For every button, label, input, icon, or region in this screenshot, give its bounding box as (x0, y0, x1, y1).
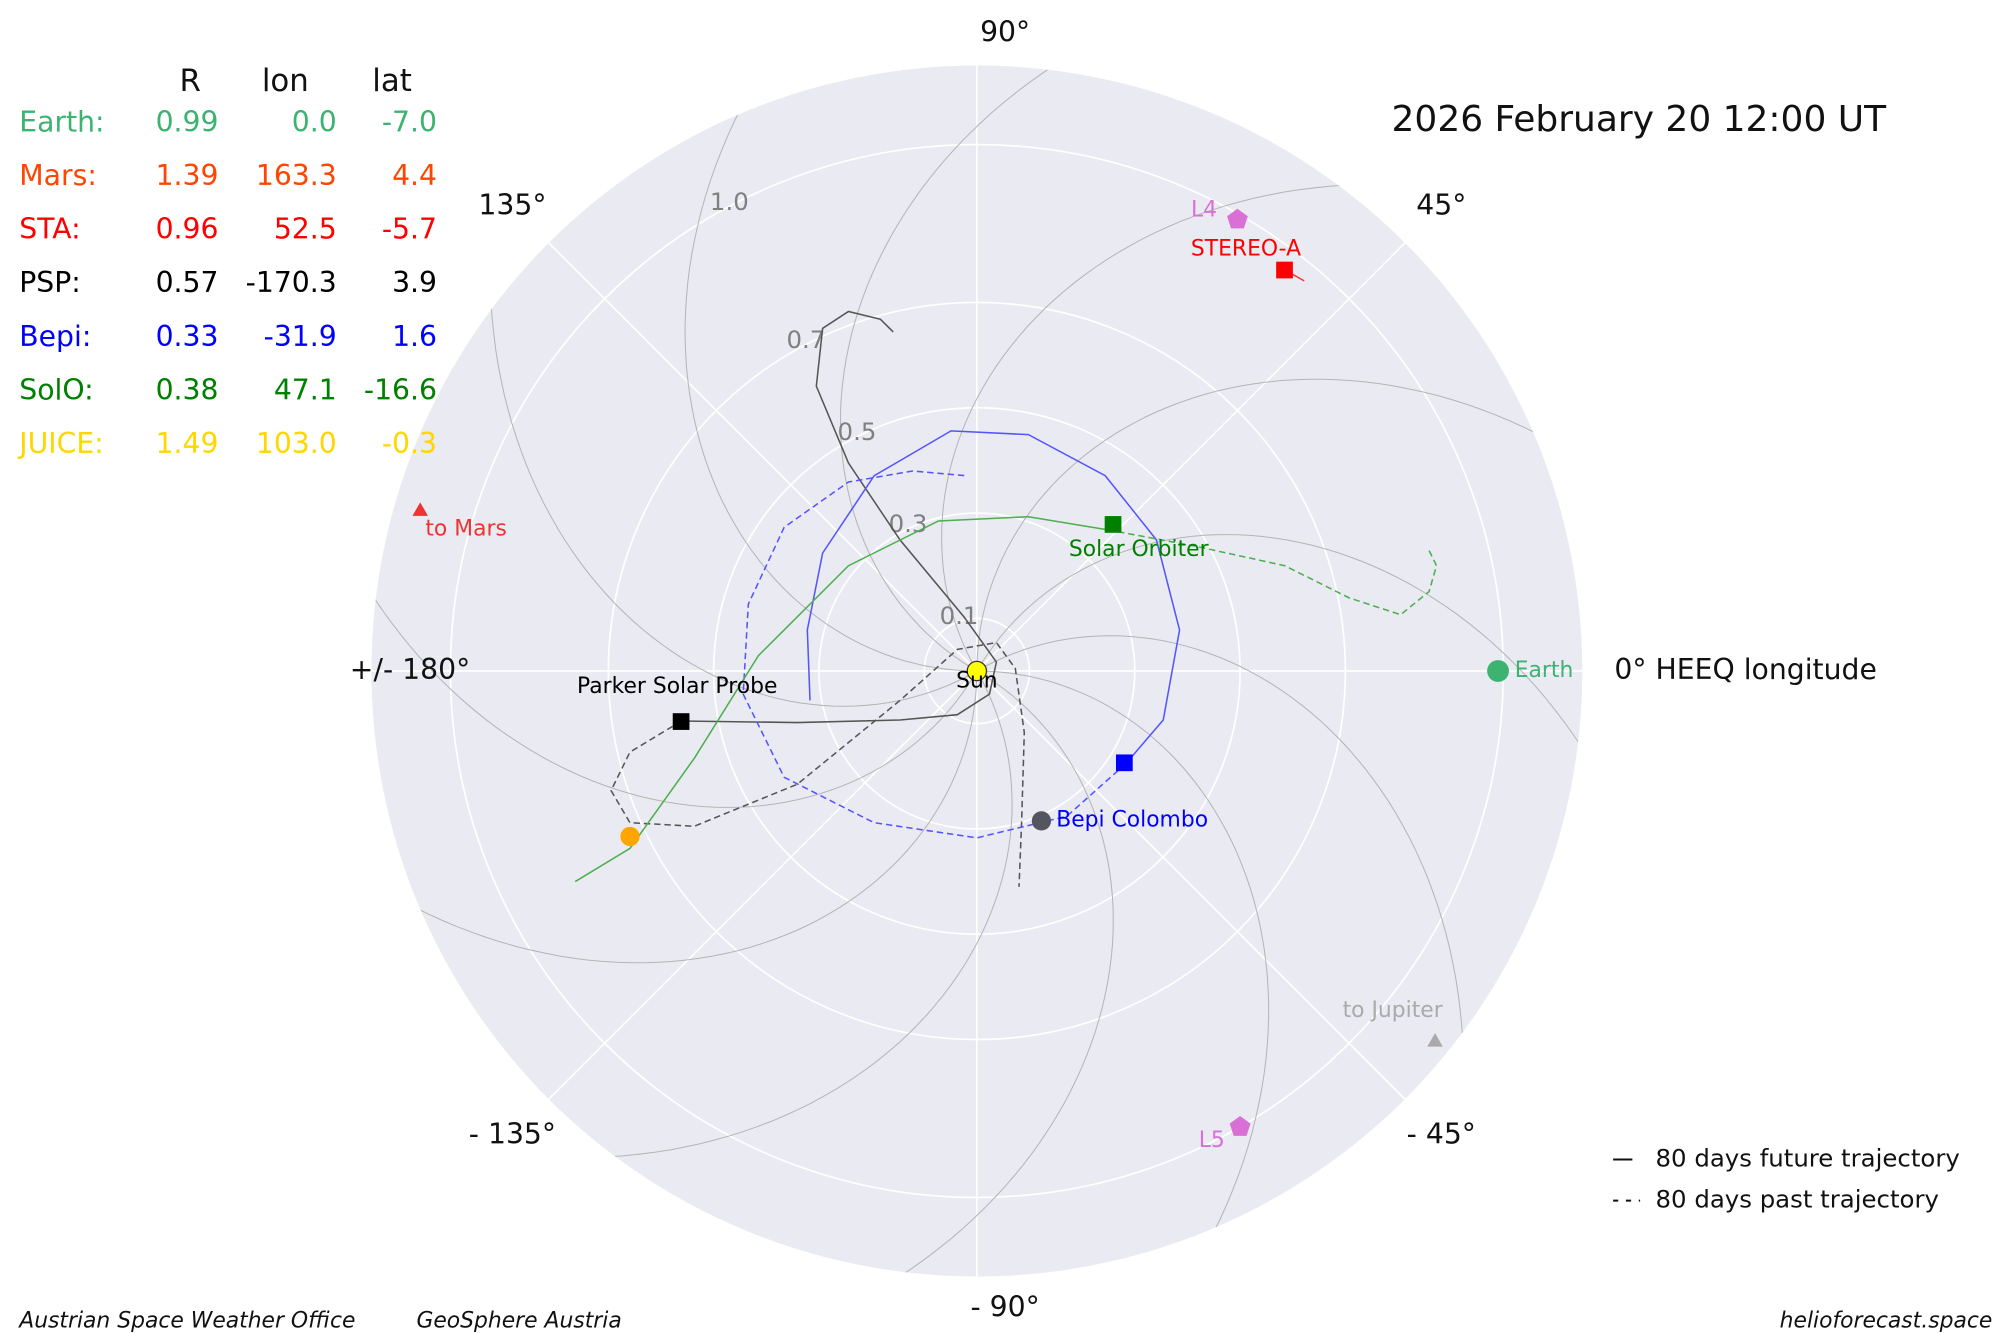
polar-plot: 0.1 0.3 0.5 0.7 1.0 0° HEEQ longitude 45° 90° 13… (350, 15, 1877, 1324)
spacecraft-marker (1276, 261, 1293, 279)
table-cell: -0.3 (382, 427, 437, 460)
table-header: lon (262, 63, 309, 99)
footer-text: Austrian Space Weather Office (17, 1308, 355, 1333)
spacecraft-marker (672, 713, 690, 730)
table-cell: -31.9 (264, 320, 337, 353)
table-cell: 1.39 (156, 159, 219, 192)
future-trajectory (574, 515, 1109, 883)
table-cell: 4.4 (392, 159, 437, 192)
parker-spiral (371, 404, 978, 808)
table-header: lat (372, 63, 412, 99)
grid-line (976, 670, 1406, 1100)
r-tick-label: 0.5 (838, 417, 877, 446)
table-cell: -16.6 (364, 373, 437, 406)
past-trajectory (610, 641, 1026, 887)
theta-tick-label: - 45° (1407, 1117, 1476, 1150)
table-cell: -7.0 (382, 105, 437, 138)
spacecraft-marker (1115, 754, 1133, 772)
grid-line (548, 670, 978, 1100)
position-marker (1227, 208, 1248, 229)
r-tick-label: 1.0 (710, 187, 749, 216)
r-tick-label: 0.7 (787, 325, 826, 354)
body-label: L4 (1191, 198, 1217, 223)
body-label: to Mars (425, 516, 506, 541)
future-trajectory (681, 310, 998, 724)
table-cell: 52.5 (274, 213, 337, 246)
table-row-name: JUICE: (17, 427, 103, 460)
theta-tick-label: - 135° (469, 1117, 556, 1150)
theta-tick-label: 45° (1416, 189, 1466, 222)
table-cell: 163.3 (256, 159, 337, 192)
body-marker (1487, 660, 1509, 682)
theta-tick-label: 90° (980, 15, 1030, 48)
grid-line (548, 242, 978, 672)
table-cell: 0.0 (292, 105, 337, 138)
theta-tick-label: 0° HEEQ longitude (1614, 653, 1876, 686)
past-trajectory (742, 470, 1127, 839)
theta-tick-label: - 90° (970, 1291, 1039, 1324)
body-label: Solar Orbiter (1069, 537, 1209, 562)
table-cell: 0.33 (156, 320, 219, 353)
table-cell: -5.7 (382, 213, 437, 246)
body-label: Bepi Colombo (1056, 808, 1208, 833)
parker-spiral (976, 534, 1583, 938)
table-cell: -170.3 (246, 266, 337, 299)
table-cell: 1.6 (392, 320, 437, 353)
spacecraft-marker (1104, 516, 1122, 533)
table-row-name: PSP: (19, 266, 81, 299)
table-cell: 0.99 (156, 105, 219, 138)
table-row-name: Bepi: (19, 320, 91, 353)
grid-line (976, 242, 1406, 672)
table-cell: 0.96 (156, 213, 219, 246)
body-label: Earth (1515, 658, 1574, 683)
legend-label: 80 days past trajectory (1656, 1185, 1939, 1214)
position-marker (1229, 1116, 1251, 1136)
r-tick-label: 0.1 (940, 601, 979, 630)
table-header: R (180, 63, 201, 99)
theta-tick-label: +/- 180° (350, 653, 470, 686)
body-marker (966, 660, 988, 682)
body-label: to Jupiter (1343, 998, 1443, 1023)
table-row-name: Earth: (19, 105, 104, 138)
r-tick-label: 0.3 (889, 509, 928, 538)
table-cell: 103.0 (256, 427, 337, 460)
table-cell: 1.49 (156, 427, 219, 460)
theta-tick-label: 135° (478, 189, 546, 222)
parker-spiral (839, 65, 1244, 672)
past-trajectory (1107, 529, 1438, 616)
future-trajectory (806, 430, 1181, 765)
table-row-name: STA: (19, 213, 80, 246)
table-cell: 3.9 (392, 266, 437, 299)
chart-title: 2026 February 20 12:00 UT (1392, 99, 1888, 140)
body-label: L5 (1199, 1128, 1225, 1153)
body-marker (1031, 811, 1052, 831)
footer-text: GeoSphere Austria (416, 1308, 621, 1333)
table-cell: 47.1 (274, 373, 337, 406)
footer-text: helioforecast.space (1780, 1308, 1993, 1333)
body-label: Sun (956, 668, 998, 693)
parker-spiral (710, 670, 1114, 1277)
body-marker (620, 826, 640, 847)
table-row-name: Mars: (19, 159, 97, 192)
position-marker (1427, 1033, 1443, 1047)
table-row-name: SolO: (19, 373, 93, 406)
table-cell: 0.57 (156, 266, 219, 299)
legend-label: 80 days future trajectory (1656, 1143, 1960, 1172)
position-marker (412, 502, 429, 516)
body-label: Parker Solar Probe (577, 674, 777, 699)
body-label: STEREO-A (1191, 236, 1301, 261)
table-cell: 0.38 (156, 373, 219, 406)
